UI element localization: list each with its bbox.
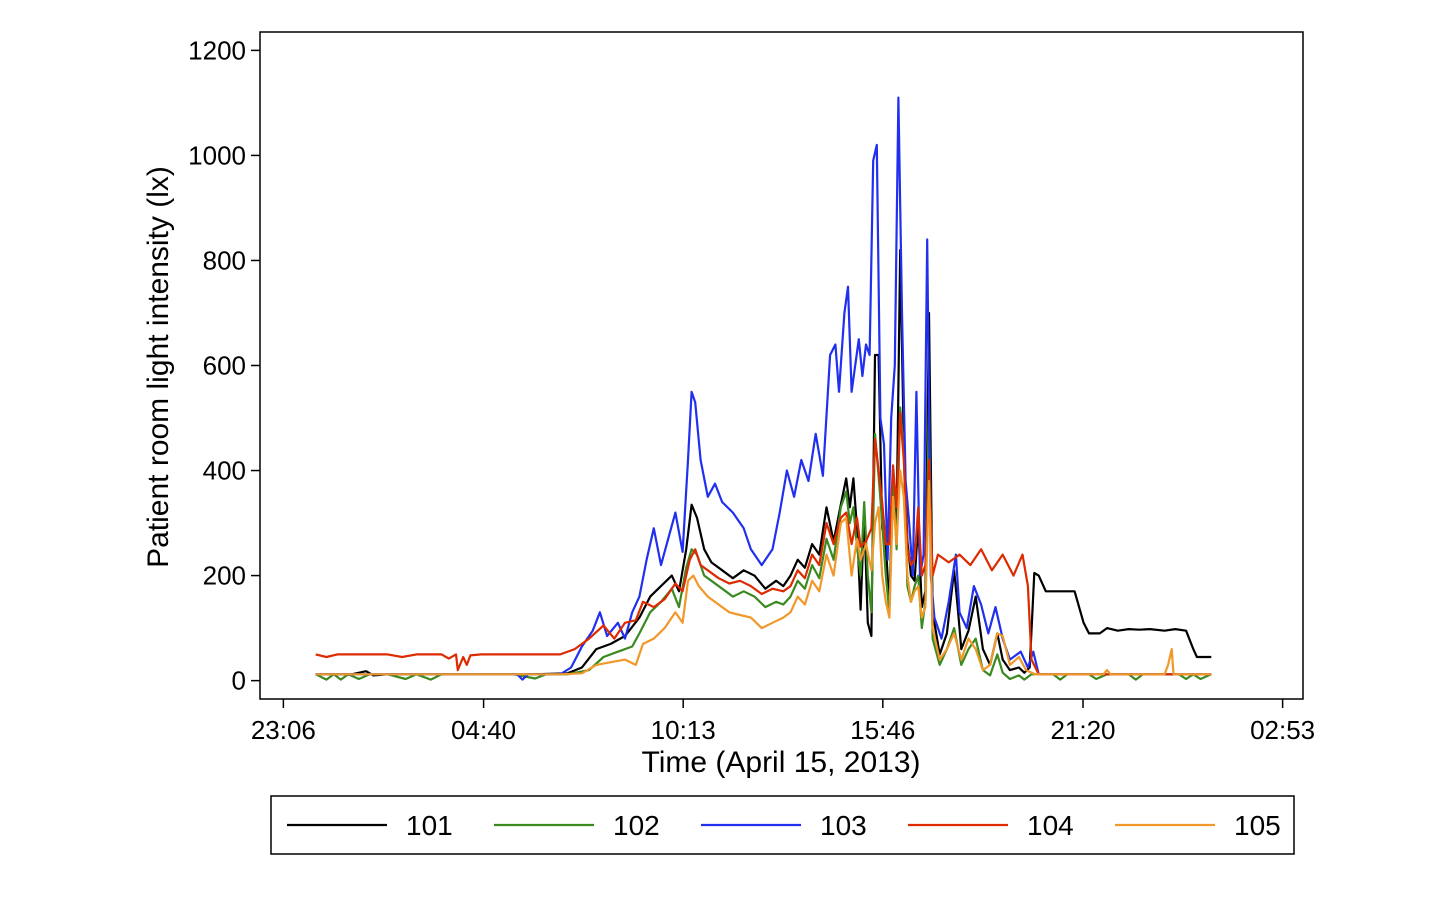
y-axis: 0 200 400 600 800 1000 1200 <box>188 35 260 696</box>
y-tick-label: 200 <box>203 561 246 591</box>
x-tick-label: 04:40 <box>451 715 516 745</box>
x-axis-title: Time (April 15, 2013) <box>642 746 921 779</box>
y-tick-label: 400 <box>203 456 246 486</box>
series-line-102 <box>315 406 1212 681</box>
y-tick-label: 0 <box>232 666 246 696</box>
y-tick-label: 800 <box>203 245 246 275</box>
plot-frame <box>259 31 1304 700</box>
legend-label-104: 104 <box>1027 810 1074 841</box>
legend-label-101: 101 <box>406 810 453 841</box>
y-tick-label: 1000 <box>188 140 246 170</box>
series-layer <box>315 96 1212 681</box>
x-tick-label: 23:06 <box>251 715 316 745</box>
y-tick-label: 600 <box>203 351 246 381</box>
legend: 101 102 103 104 105 <box>270 795 1295 855</box>
legend-label-102: 102 <box>613 810 660 841</box>
series-line-103 <box>315 96 1212 681</box>
series-line-105 <box>315 469 1212 676</box>
legend-label-105: 105 <box>1234 810 1281 841</box>
series-line-101 <box>315 248 1212 677</box>
x-tick-label: 10:13 <box>651 715 716 745</box>
y-axis-title: Patient room light intensity (lx) <box>142 166 175 568</box>
x-tick-label: 15:46 <box>850 715 915 745</box>
x-axis: 23:06 04:40 10:13 15:46 21:20 02:53 <box>251 699 1315 745</box>
series-line-104 <box>315 411 1212 676</box>
x-tick-label: 02:53 <box>1250 715 1315 745</box>
legend-label-103: 103 <box>820 810 867 841</box>
y-tick-label: 1200 <box>188 35 246 65</box>
x-tick-label: 21:20 <box>1050 715 1115 745</box>
